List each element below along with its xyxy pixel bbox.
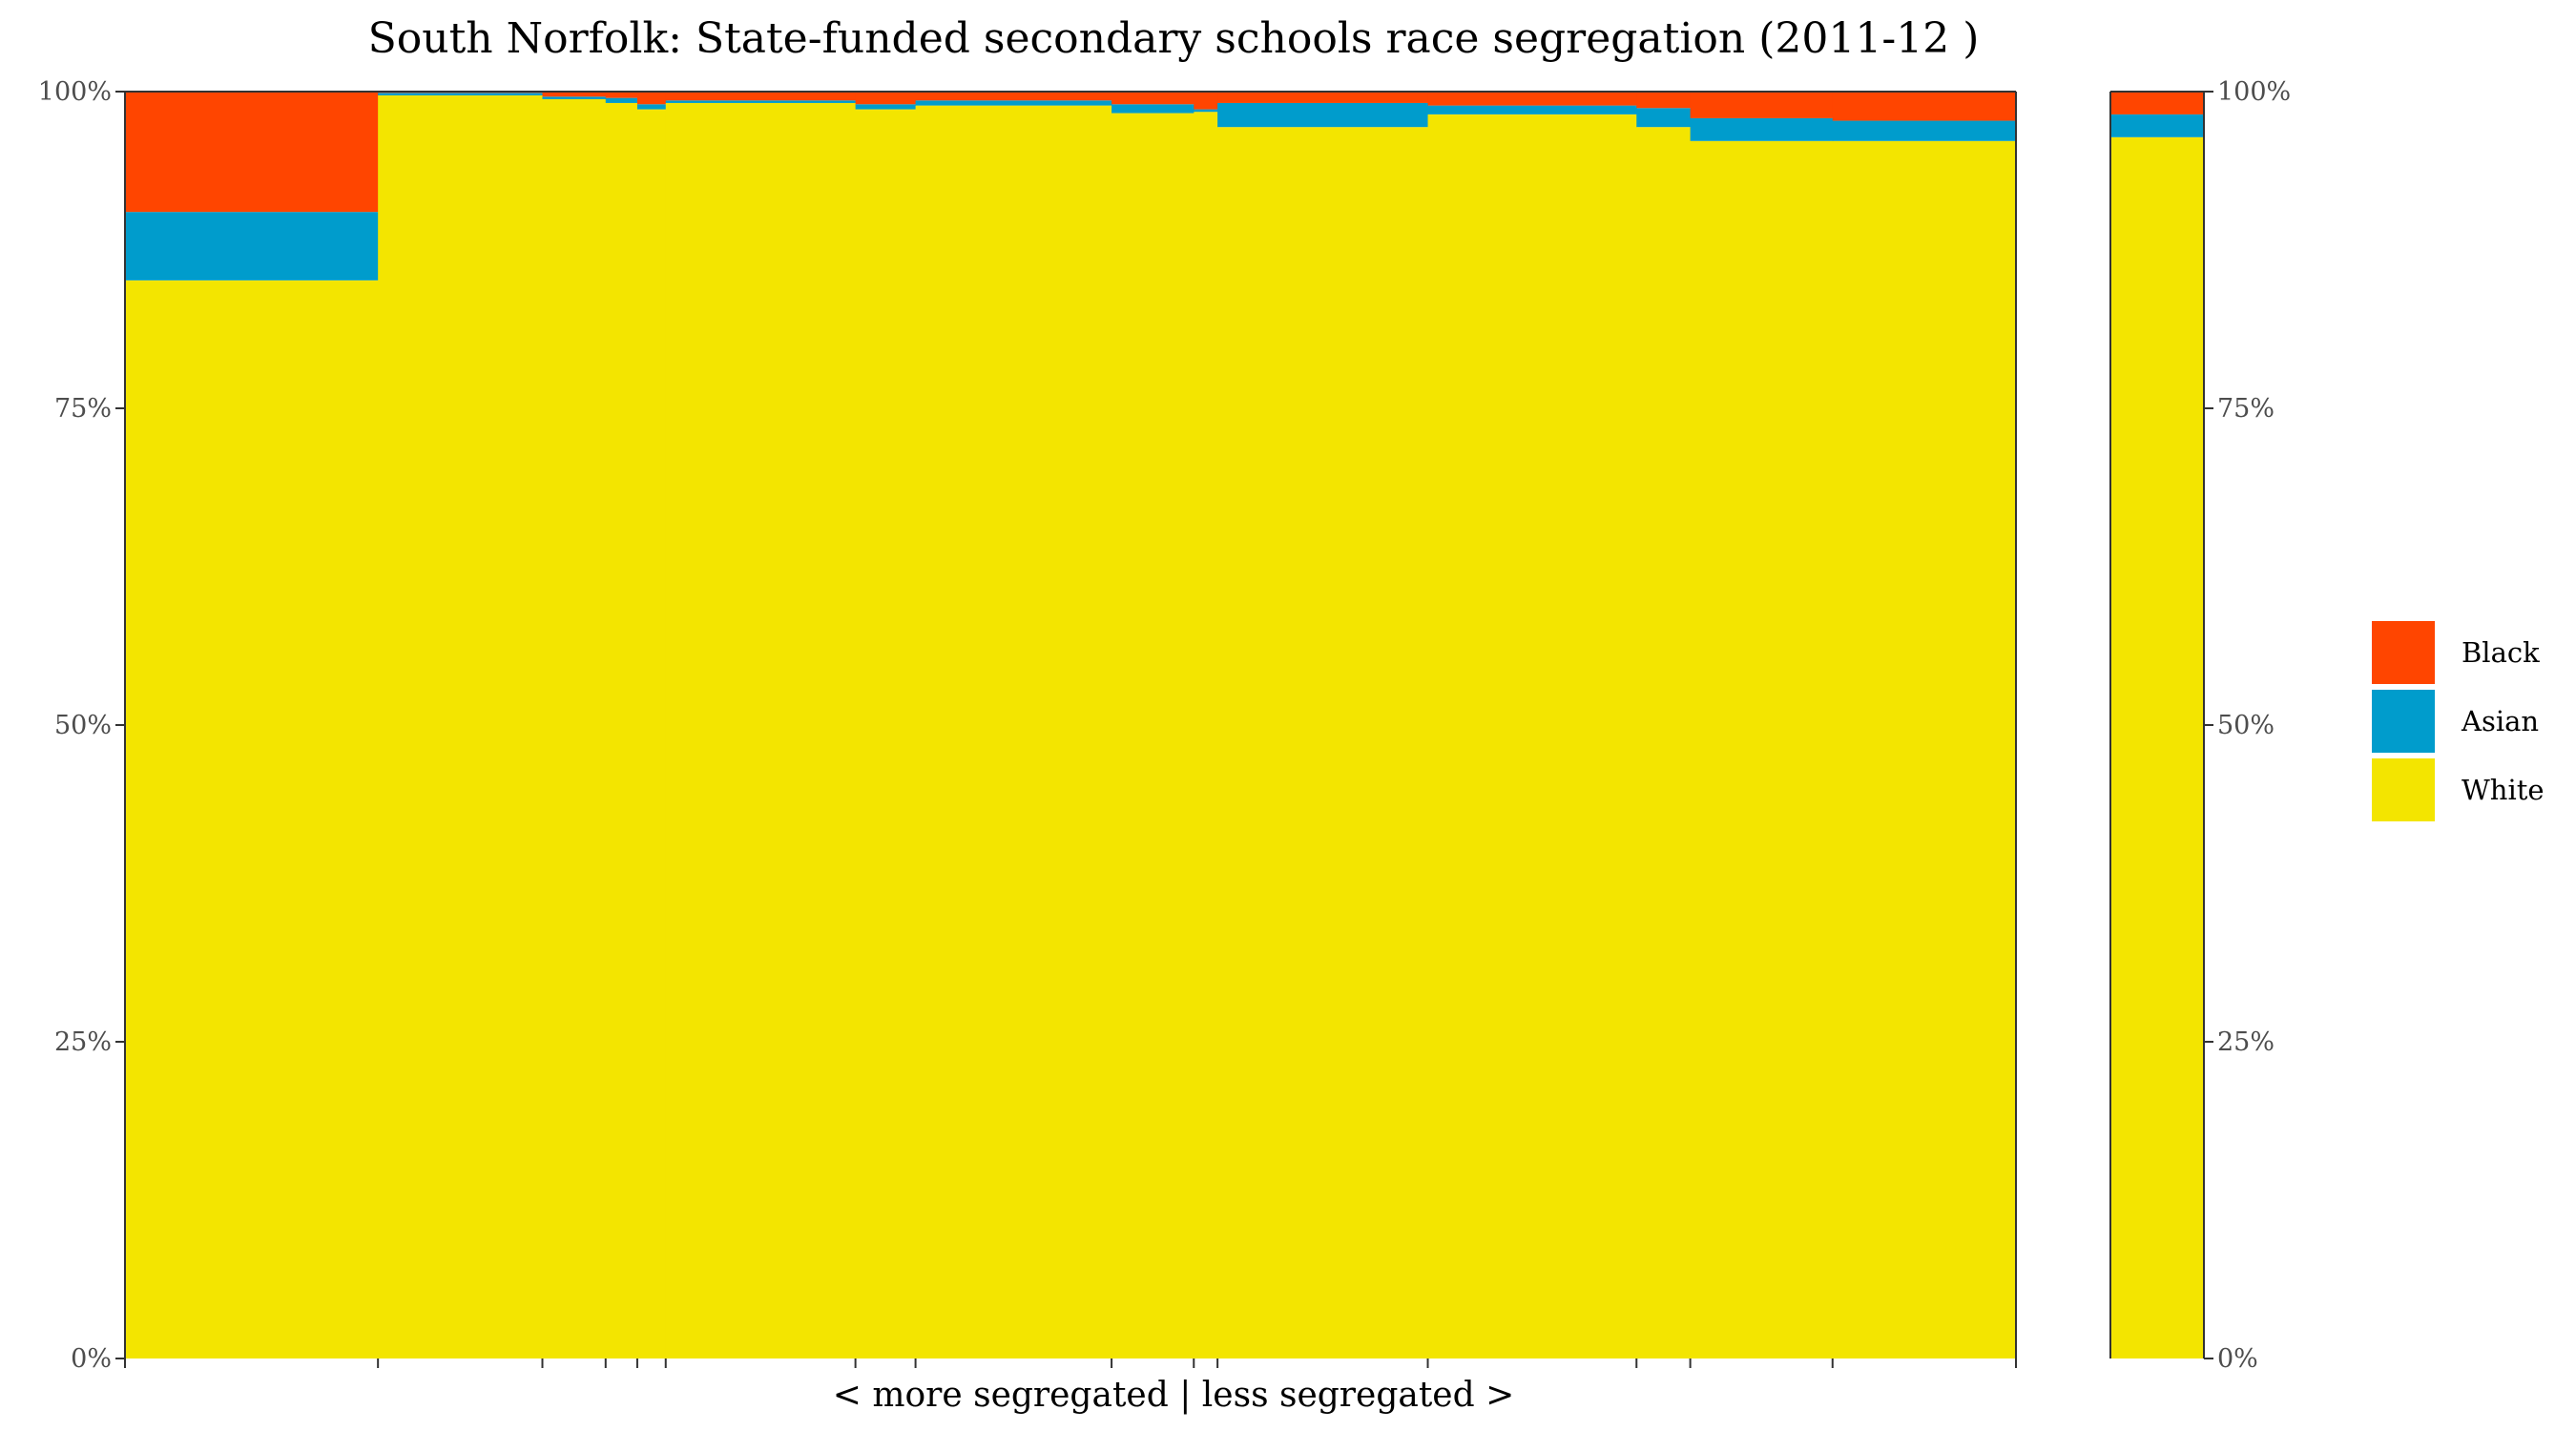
bar-black-school-15 (1832, 92, 2017, 121)
bar-black-school-6 (665, 92, 857, 101)
bar-black-school-11 (1217, 92, 1429, 103)
bar-white-school-15 (1832, 140, 2017, 1359)
y-tick-label-left: 25% (54, 1027, 112, 1057)
bar-asian-school-14 (1690, 117, 1834, 141)
overall-bar (2110, 92, 2204, 1359)
legend-swatch-white (2372, 758, 2435, 821)
bar-black-school-9 (1111, 92, 1195, 105)
y-tick-label-right: 75% (2217, 394, 2275, 424)
bar-black-school-13 (1636, 92, 1692, 109)
bar-asian-school-7 (855, 104, 917, 110)
bar-asian-school-3 (542, 96, 607, 99)
y-tick-label-right: 0% (2217, 1344, 2258, 1374)
bar-white-school-5 (636, 109, 667, 1358)
overall-white (2110, 136, 2204, 1359)
y-tick-label-left: 50% (54, 711, 112, 740)
bar-white-school-13 (1636, 127, 1692, 1359)
bar-asian-school-12 (1427, 105, 1637, 114)
bar-white-school-8 (915, 105, 1112, 1358)
bar-black-school-1 (125, 92, 379, 213)
bar-white-school-12 (1427, 114, 1637, 1358)
y-tick-label-left: 100% (38, 77, 112, 107)
bar-asian-school-5 (636, 104, 667, 110)
overall-black (2110, 92, 2204, 114)
bar-black-school-5 (636, 92, 667, 105)
y-tick-label-right: 50% (2217, 711, 2275, 740)
y-tick-label-right: 25% (2217, 1027, 2275, 1057)
bar-asian-school-6 (665, 100, 857, 103)
chart-title: South Norfolk: State-funded secondary sc… (368, 14, 1980, 63)
bar-white-school-14 (1690, 140, 1834, 1359)
bar-asian-school-2 (378, 93, 544, 95)
bar-black-school-7 (855, 92, 917, 105)
y-tick-label-right: 100% (2217, 77, 2291, 107)
bar-white-school-1 (125, 280, 379, 1358)
bar-white-school-2 (378, 94, 544, 1358)
bar-white-school-10 (1194, 112, 1218, 1358)
legend-swatch-black (2372, 621, 2435, 684)
bar-asian-school-8 (915, 100, 1112, 106)
legend-label-asian: Asian (2461, 705, 2539, 737)
bar-white-school-4 (605, 102, 638, 1358)
legend: Black Asian White (2372, 621, 2545, 821)
bar-black-school-8 (915, 92, 1112, 101)
bar-white-school-7 (855, 109, 917, 1358)
bar-asian-school-1 (125, 212, 379, 280)
legend-label-white: White (2462, 774, 2545, 806)
bar-asian-school-9 (1111, 104, 1195, 114)
bar-asian-school-4 (605, 97, 638, 103)
bar-white-school-6 (665, 102, 857, 1358)
bar-white-school-9 (1111, 113, 1195, 1358)
bar-black-school-10 (1194, 92, 1218, 110)
y-tick-label-left: 0% (71, 1344, 112, 1374)
bar-white-school-11 (1217, 127, 1429, 1359)
legend-swatch-asian (2372, 690, 2435, 753)
bar-black-school-4 (605, 92, 638, 98)
bar-asian-school-11 (1217, 102, 1429, 128)
school-bars (125, 92, 2017, 1359)
x-axis-label: < more segregated | less segregated > (833, 1376, 1515, 1415)
axes: 0% 0% 25% 25% 50% 50% 75% 75% 100% 100% (38, 77, 2291, 1374)
legend-label-black: Black (2462, 636, 2540, 669)
bar-white-school-3 (542, 98, 607, 1358)
bar-black-school-14 (1690, 92, 1834, 118)
y-tick-label-left: 75% (54, 394, 112, 424)
bar-asian-school-15 (1832, 120, 2017, 141)
bar-asian-school-13 (1636, 108, 1692, 128)
overall-asian (2110, 114, 2204, 137)
bar-black-school-3 (542, 92, 607, 97)
bar-black-school-12 (1427, 92, 1637, 106)
bar-asian-school-10 (1194, 109, 1218, 113)
